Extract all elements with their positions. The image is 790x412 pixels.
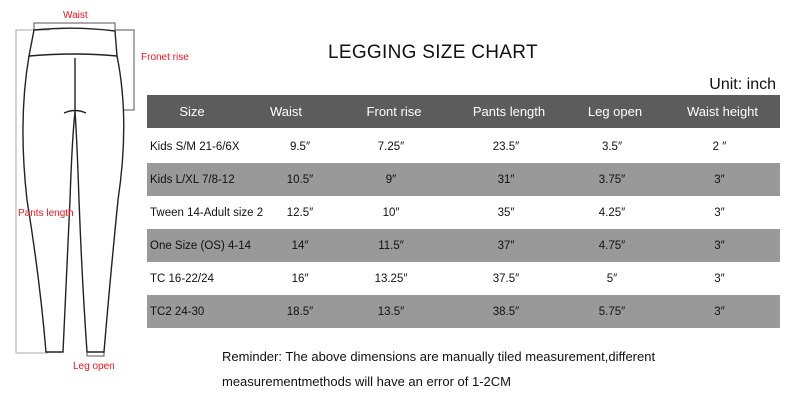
table-row: Tween 14-Adult size 2 12.5″ 10″ 35″ 4.25″ 3″	[147, 196, 780, 229]
table-cell: 3″	[714, 305, 725, 318]
reminder-note: Reminder: The above dimensions are manua…	[222, 344, 655, 394]
waist-measure-line	[33, 22, 116, 30]
table-cell: One Size (OS) 4-14	[150, 239, 251, 252]
table-row: Kids L/XL 7/8-12 10.5″ 9″ 31″ 3.75″ 3″	[147, 163, 780, 196]
table-row: TC2 24-30 18.5″ 13.5″ 38.5″ 5.75″ 3″	[147, 295, 780, 328]
table-cell: 4.25″	[598, 206, 626, 219]
left-leg	[22, 55, 76, 353]
size-table: Size Waist Front rise Pants length Leg open W…	[147, 95, 780, 328]
table-cell: 13.25″	[374, 272, 408, 285]
leg-open-label: Leg open	[73, 361, 115, 372]
waistband	[28, 27, 118, 57]
front-rise-measure-line	[115, 29, 135, 111]
table-cell: 2 ″	[712, 140, 727, 153]
table-cell: 10″	[382, 206, 400, 219]
leggings-diagram	[15, 22, 135, 357]
table-cell: 31″	[497, 173, 515, 186]
table-cell: TC 16-22/24	[150, 272, 214, 285]
table-cell: 9.5″	[289, 140, 311, 153]
waist-label: Waist	[63, 10, 88, 21]
column-header: Waist	[269, 104, 303, 119]
table-cell: 3″	[714, 272, 725, 285]
table-cell: 3″	[714, 206, 725, 219]
table-cell: 11.5″	[378, 239, 404, 252]
table-cell: 7.25″	[377, 140, 405, 153]
column-header: Leg open	[587, 104, 643, 119]
table-cell: 35″	[497, 206, 515, 219]
table-cell: Kids S/M 21-6/6X	[150, 140, 240, 153]
table-header: Size Waist Front rise Pants length Leg open W…	[147, 95, 780, 128]
column-header: Size	[179, 104, 205, 119]
table-cell: TC2 24-30	[150, 305, 205, 318]
table-cell: 13.5″	[377, 305, 405, 318]
table-cell: 23.5″	[492, 140, 520, 153]
table-cell: 5.75″	[598, 305, 626, 318]
table-row: TC 16-22/24 16″ 13.25″ 37.5″ 5″ 3″	[147, 262, 780, 295]
table-cell: 3.5″	[601, 140, 623, 153]
pants-length-label: Pants length	[18, 208, 74, 219]
table-cell: 16″	[291, 272, 309, 285]
table-cell: 5″	[606, 272, 618, 285]
table-cell: 9″	[385, 173, 397, 186]
note-line: Reminder: The above dimensions are manua…	[222, 349, 656, 364]
right-leg	[74, 55, 125, 353]
column-header: Waist height	[686, 104, 759, 119]
table-cell: 38.5″	[492, 305, 520, 318]
page-title: LEGGING SIZE CHART	[328, 42, 538, 63]
table-cell: 10.5″	[286, 173, 314, 186]
table-cell: 18.5″	[286, 305, 314, 318]
table-cell: 4.75″	[598, 239, 626, 252]
column-header: Front rise	[366, 104, 422, 119]
pants-length-measure-line	[15, 29, 50, 354]
table-cell: 14″	[291, 239, 309, 252]
leg-open-measure-line	[86, 352, 105, 357]
table-cell: Kids L/XL 7/8-12	[150, 173, 235, 186]
table-row: Kids S/M 21-6/6X 9.5″ 7.25″ 23.5″ 3.5″ 2 ″	[147, 130, 780, 163]
table-cell: 37″	[497, 239, 515, 252]
unit-label: Unit: inch	[709, 76, 776, 93]
table-cell: Tween 14-Adult size 2	[150, 206, 264, 219]
table-cell: 3.75″	[598, 173, 626, 186]
table-cell: 37.5″	[492, 272, 520, 285]
column-header: Pants length	[472, 104, 546, 119]
table-cell: 12.5″	[286, 206, 314, 219]
table-cell: 3″	[714, 173, 725, 186]
table-cell: 3″	[714, 239, 725, 252]
front-rise-label: Fronet rise	[141, 52, 189, 63]
note-line: measurementmethods will have an error of…	[222, 374, 512, 389]
table-row: One Size (OS) 4-14 14″ 11.5″ 37″ 4.75″ 3″	[147, 229, 780, 262]
